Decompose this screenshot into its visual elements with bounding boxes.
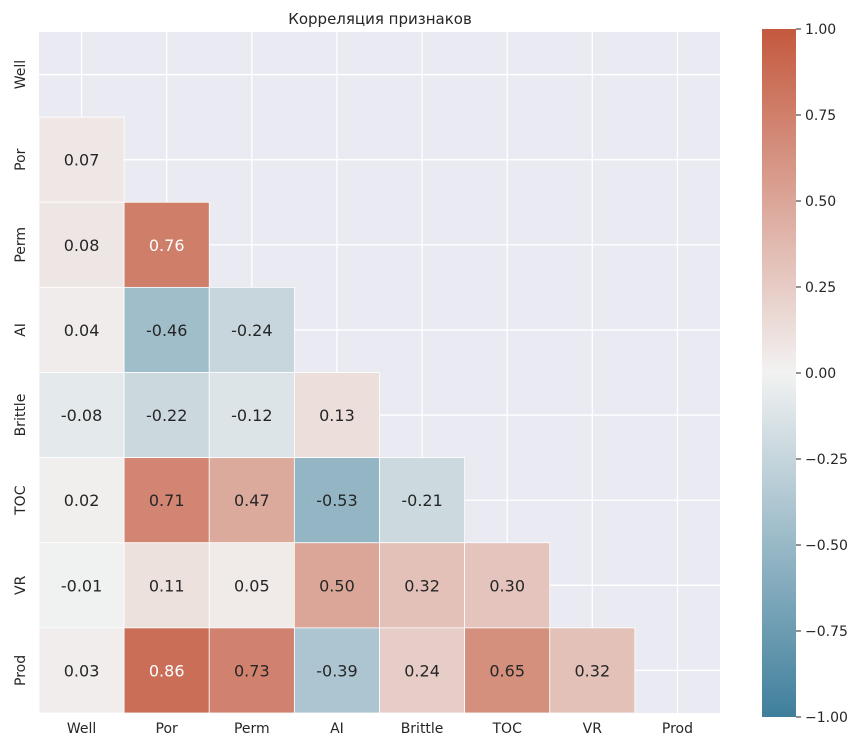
heatmap-cell [123, 542, 210, 629]
cell-value-label: 0.04 [64, 321, 100, 340]
cell-value-label: 0.32 [404, 576, 440, 595]
heatmap-cells [38, 116, 636, 714]
heatmap-cell [38, 627, 125, 714]
heatmap-cell [293, 372, 380, 459]
y-tick-label: VR [13, 575, 29, 595]
cell-value-label: 0.30 [489, 576, 525, 595]
colorbar-tick-label: −0.75 [805, 624, 848, 640]
heatmap-cell [38, 286, 125, 373]
heatmap-cell [549, 627, 636, 714]
x-tick-labels: Well Por Perm AI Brittle TOC VR Prod [67, 721, 693, 737]
x-tick-label: Brittle [401, 721, 444, 737]
heatmap-cell [123, 201, 210, 288]
x-tick-label: AI [330, 721, 344, 737]
cell-value-label: -0.22 [146, 406, 187, 425]
cell-value-label: 0.86 [149, 661, 185, 680]
cell-value-label: -0.46 [146, 321, 187, 340]
colorbar-tick-label: 0.50 [805, 194, 836, 210]
x-tick-label: Por [156, 721, 179, 737]
heatmap-cell [293, 457, 380, 544]
y-tick-labels: Well Por Perm AI Brittle TOC VR Prod [13, 60, 29, 686]
cell-value-label: 0.50 [319, 576, 355, 595]
x-tick-label: Prod [662, 721, 693, 737]
y-tick-label: Brittle [13, 394, 29, 437]
cell-value-label: 0.73 [234, 661, 270, 680]
cell-value-label: 0.02 [64, 491, 100, 510]
cell-value-label: -0.24 [231, 321, 272, 340]
y-tick-label: Well [13, 60, 29, 89]
x-tick-label: Well [67, 721, 96, 737]
heatmap-cell [208, 542, 295, 629]
y-tick-label: Prod [13, 655, 29, 686]
cell-value-label: 0.32 [575, 661, 611, 680]
y-tick-label: Perm [13, 227, 29, 263]
y-tick-label: TOC [13, 485, 29, 516]
cell-value-labels: 0.07 0.08 0.76 0.04 -0.46 -0.24 -0.08 -0.22 -0.1… [61, 151, 610, 681]
heatmap-cell [123, 627, 210, 714]
cell-value-label: 0.05 [234, 576, 270, 595]
cell-value-label: -0.01 [61, 576, 102, 595]
x-tick-label: Perm [234, 721, 270, 737]
heatmap-cell [208, 372, 295, 459]
cell-value-label: -0.21 [401, 491, 442, 510]
cell-value-label: 0.71 [149, 491, 185, 510]
cell-value-label: -0.39 [316, 661, 357, 680]
cell-value-label: 0.03 [64, 661, 100, 680]
cell-value-label: -0.53 [316, 491, 357, 510]
heatmap-cell [38, 201, 125, 288]
chart-title: Корреляция признаков [288, 10, 472, 28]
cell-value-label: 0.65 [489, 661, 525, 680]
heatmap-cell [38, 372, 125, 459]
x-tick-label: VR [583, 721, 603, 737]
y-tick-label: Por [13, 148, 29, 171]
cell-value-label: 0.13 [319, 406, 355, 425]
colorbar [762, 29, 796, 717]
heatmap-cell [208, 627, 295, 714]
colorbar-ticks: 1.00 0.75 0.50 0.25 0.00 −0.25 −0.50 −0.75 −1.00 [796, 22, 848, 726]
heatmap-cell [123, 372, 210, 459]
heatmap-cell [379, 542, 466, 629]
x-tick-label: TOC [492, 721, 523, 737]
heatmap-cell [379, 627, 466, 714]
y-tick-label: AI [13, 323, 29, 337]
colorbar-tick-label: 1.00 [805, 22, 836, 38]
cell-value-label: 0.47 [234, 491, 270, 510]
colorbar-tick-label: −1.00 [805, 710, 848, 726]
cell-value-label: 0.08 [64, 236, 100, 255]
cell-value-label: -0.08 [61, 406, 102, 425]
heatmap-cell [123, 286, 210, 373]
heatmap-cell [464, 627, 551, 714]
cell-value-label: 0.07 [64, 151, 100, 170]
colorbar-tick-label: 0.75 [805, 108, 836, 124]
heatmap-cell [464, 542, 551, 629]
colorbar-tick-label: −0.25 [805, 452, 848, 468]
cell-value-label: 0.11 [149, 576, 185, 595]
colorbar-tick-label: 0.25 [805, 280, 836, 296]
heatmap-cell [379, 457, 466, 544]
cell-value-label: 0.76 [149, 236, 185, 255]
heatmap-cell [38, 457, 125, 544]
colorbar-tick-label: 0.00 [805, 366, 836, 382]
cell-value-label: 0.24 [404, 661, 440, 680]
heatmap-cell [38, 116, 125, 203]
heatmap-cell [293, 627, 380, 714]
colorbar-tick-label: −0.50 [805, 538, 848, 554]
cell-value-label: -0.12 [231, 406, 272, 425]
